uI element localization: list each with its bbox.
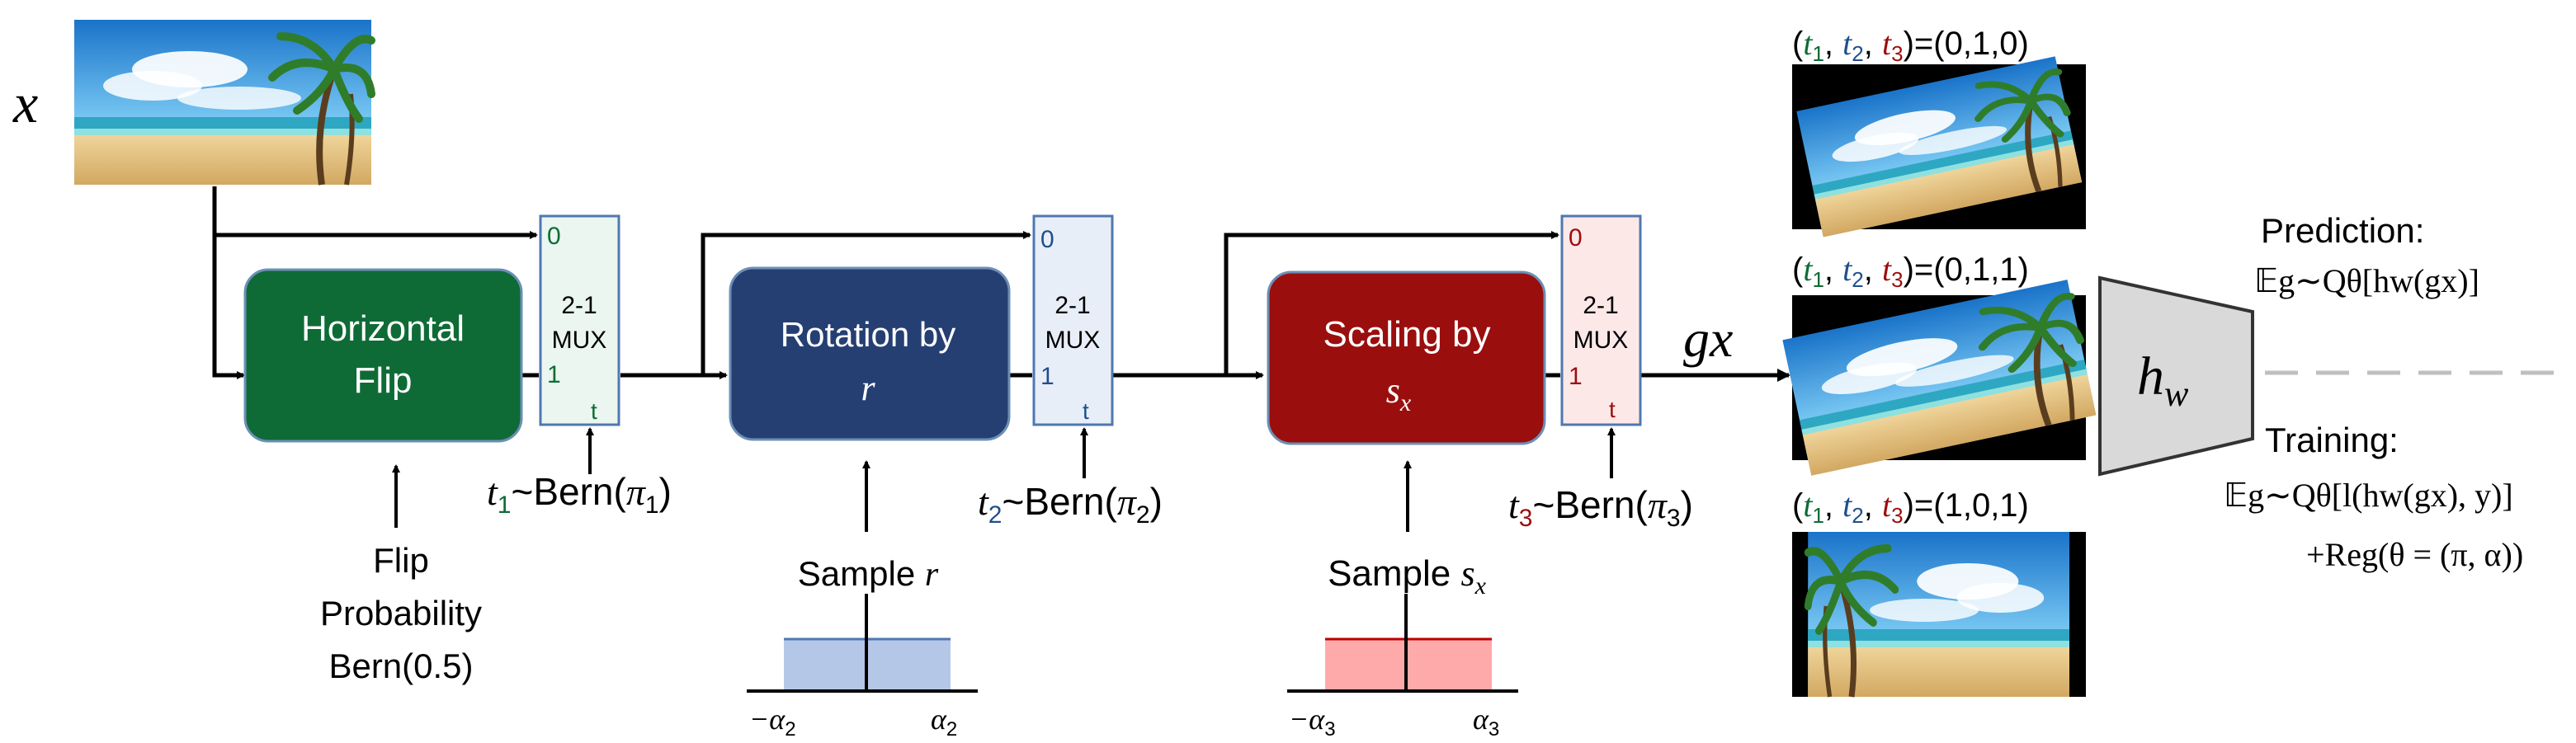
tuple-label-3: (t1, t2, t3)=(1,0,1) <box>1792 487 2029 528</box>
main-wiring <box>212 186 1790 382</box>
training-formula-2: +Reg(θ = (π, α)) <box>2306 536 2523 573</box>
mux-2-zero: 0 <box>1040 226 1054 253</box>
bern-1: t1~Bern(π1) <box>487 470 672 519</box>
tuple-label-1: (t1, t2, t3)=(0,1,0) <box>1792 25 2029 66</box>
input-arrows <box>392 427 1616 532</box>
mux-3-t: t <box>1609 397 1616 422</box>
output-symbol: gx <box>1683 309 1733 368</box>
sample-r-left-limit: −α2 <box>749 703 796 741</box>
scaling-block-line1: Scaling by <box>1323 314 1490 355</box>
mux-3-title2: MUX <box>1573 327 1629 354</box>
sample-r-right-limit: α2 <box>931 703 957 741</box>
input-symbol: x <box>12 72 38 134</box>
flip-block: Horizontal Flip <box>243 268 523 443</box>
flip-block-line1: Horizontal <box>301 308 465 349</box>
prediction-title: Prediction: <box>2261 211 2424 250</box>
bern-2: t2~Bern(π2) <box>978 480 1163 529</box>
scaling-block: Scaling by sx <box>1267 270 1546 445</box>
flip-probability-line3: Bern(0.5) <box>328 647 473 685</box>
sample-s-right-limit: α3 <box>1473 703 1499 741</box>
mux-1-t: t <box>591 398 597 424</box>
flip-probability: Flip Probability Bern(0.5) <box>320 541 482 685</box>
flip-probability-line1: Flip <box>373 541 429 580</box>
bern-3: t3~Bern(π3) <box>1508 483 1693 532</box>
tuple-label-2: (t1, t2, t3)=(0,1,1) <box>1792 251 2029 292</box>
mux-2-one: 1 <box>1040 363 1054 390</box>
mux-1-zero: 0 <box>547 223 561 250</box>
mux-3-one: 1 <box>1569 363 1583 390</box>
flip-block-line2: Flip <box>354 360 413 401</box>
mux-2-title1: 2-1 <box>1054 292 1090 319</box>
rotation-block-line1: Rotation by <box>781 315 955 354</box>
scaling-block-var: sx <box>1386 370 1412 416</box>
mux-1-title1: 2-1 <box>561 292 597 319</box>
rotation-block: Rotation by r <box>729 266 1011 441</box>
sample-s-label: Sample sx <box>1328 553 1487 600</box>
augmented-image-3 <box>1792 532 2086 697</box>
model-hw-label: hw <box>2137 346 2189 414</box>
mux-3-zero: 0 <box>1569 224 1583 252</box>
mux-3-title1: 2-1 <box>1583 292 1618 319</box>
mux-1-title2: MUX <box>552 327 607 354</box>
input-image <box>74 20 371 185</box>
prediction-formula: 𝔼g∼Qθ[hw(gx)] <box>2254 262 2479 299</box>
training-title: Training: <box>2265 421 2399 459</box>
mux-2-title2: MUX <box>1045 327 1101 354</box>
mux-2: 0 2-1 MUX 1 t <box>1032 214 1114 426</box>
mux-3: 0 2-1 MUX 1 t <box>1560 214 1642 426</box>
rotation-block-var: r <box>861 368 875 408</box>
model-hw: hw <box>2098 275 2254 477</box>
augmented-image-2 <box>1782 280 2096 476</box>
training-formula-1: 𝔼g∼Qθ[l(hw(gx), y)] <box>2224 477 2513 514</box>
sample-s: Sample sx −α3 α3 <box>1287 553 1518 741</box>
sample-r-label: Sample r <box>798 554 939 594</box>
mux-1: 0 2-1 MUX 1 t <box>539 214 620 426</box>
mux-1-one: 1 <box>547 361 561 388</box>
flip-probability-line2: Probability <box>320 594 482 632</box>
mux-2-t: t <box>1083 398 1089 424</box>
sample-s-left-limit: −α3 <box>1289 703 1336 741</box>
augmented-image-1 <box>1792 56 2086 237</box>
sample-s-uniform-bar <box>1325 639 1492 691</box>
sample-r: Sample r −α2 α2 <box>747 554 978 741</box>
